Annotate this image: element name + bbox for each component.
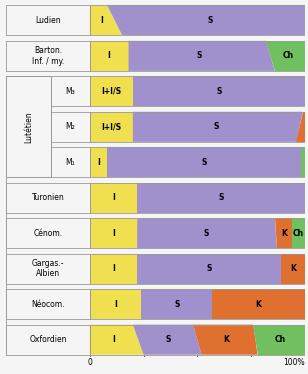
Text: S: S (206, 264, 212, 273)
Polygon shape (90, 5, 122, 36)
Polygon shape (107, 147, 301, 177)
Text: I: I (108, 51, 111, 60)
Text: S: S (174, 300, 180, 309)
Text: Turonien: Turonien (32, 193, 64, 202)
Text: S: S (213, 122, 219, 131)
Text: Gargas.-
Albien: Gargas.- Albien (32, 259, 64, 278)
Text: I: I (112, 229, 115, 238)
Text: S: S (197, 51, 202, 60)
Text: K: K (256, 300, 261, 309)
Text: K: K (281, 229, 287, 238)
Text: M₃: M₃ (66, 87, 75, 96)
Text: K: K (290, 264, 296, 273)
Text: 100%: 100% (283, 358, 305, 367)
Polygon shape (90, 254, 137, 284)
Text: Barton.
Inf. / my.: Barton. Inf. / my. (32, 46, 64, 65)
Text: S: S (216, 87, 221, 96)
Polygon shape (213, 289, 305, 319)
Polygon shape (292, 218, 305, 248)
Polygon shape (137, 183, 305, 213)
Polygon shape (90, 325, 144, 355)
Text: I: I (112, 264, 115, 273)
Polygon shape (275, 218, 292, 248)
Text: S: S (201, 158, 206, 167)
Polygon shape (137, 218, 277, 248)
Polygon shape (253, 325, 305, 355)
Polygon shape (90, 76, 133, 106)
Polygon shape (90, 41, 128, 71)
Text: S: S (204, 229, 209, 238)
Polygon shape (133, 325, 202, 355)
Text: S: S (165, 335, 170, 344)
Polygon shape (301, 147, 305, 177)
Text: Oxfordien: Oxfordien (29, 335, 67, 344)
Text: K: K (224, 335, 229, 344)
Text: I+I/S: I+I/S (101, 87, 121, 96)
Polygon shape (137, 254, 281, 284)
Text: S: S (207, 16, 213, 25)
Polygon shape (90, 218, 137, 248)
Text: Ch: Ch (282, 51, 293, 60)
Polygon shape (90, 147, 107, 177)
Text: Cénom.: Cénom. (34, 229, 63, 238)
Text: I+I/S: I+I/S (101, 122, 121, 131)
Polygon shape (266, 41, 305, 71)
Polygon shape (90, 183, 137, 213)
Text: I: I (112, 193, 115, 202)
Polygon shape (193, 325, 257, 355)
Text: I: I (101, 16, 103, 25)
Text: Lutétien: Lutétien (24, 111, 33, 142)
Text: Ch: Ch (275, 335, 286, 344)
Polygon shape (90, 112, 133, 142)
Text: Néocom.: Néocom. (31, 300, 65, 309)
Polygon shape (90, 289, 141, 319)
Polygon shape (133, 76, 305, 106)
Polygon shape (141, 289, 213, 319)
Text: M₁: M₁ (66, 158, 75, 167)
Text: 0: 0 (87, 358, 92, 367)
Text: Ludien: Ludien (35, 16, 61, 25)
Text: I: I (97, 158, 100, 167)
Text: I: I (114, 300, 117, 309)
Polygon shape (281, 254, 305, 284)
Polygon shape (133, 112, 303, 142)
Polygon shape (128, 41, 275, 71)
Polygon shape (107, 5, 305, 36)
Text: Ch: Ch (293, 229, 304, 238)
Text: I: I (113, 335, 116, 344)
Text: S: S (218, 193, 224, 202)
Polygon shape (296, 112, 305, 142)
Text: M₂: M₂ (66, 122, 75, 131)
